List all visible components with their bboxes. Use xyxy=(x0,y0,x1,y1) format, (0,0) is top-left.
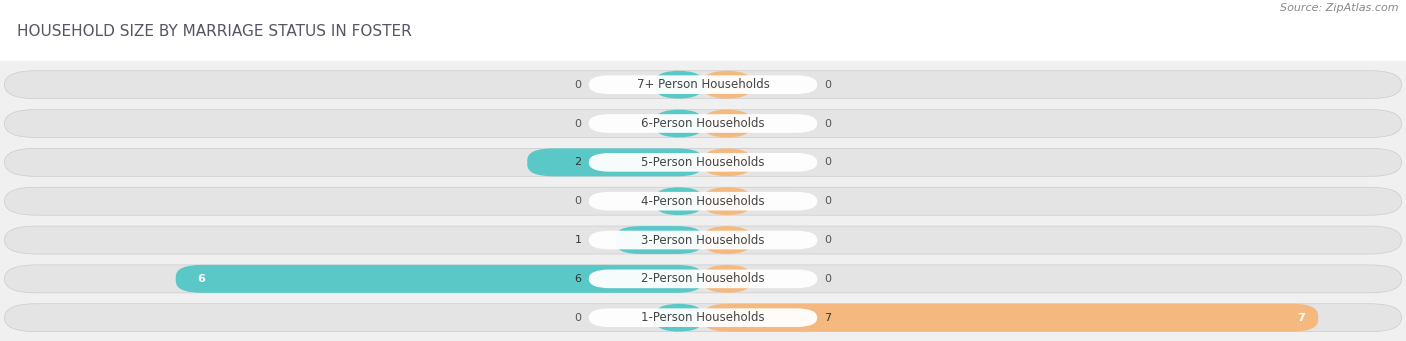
FancyBboxPatch shape xyxy=(703,71,751,99)
Text: 5-Person Households: 5-Person Households xyxy=(641,156,765,169)
FancyBboxPatch shape xyxy=(4,226,1402,254)
FancyBboxPatch shape xyxy=(655,304,703,332)
FancyBboxPatch shape xyxy=(589,75,817,94)
Text: 7: 7 xyxy=(1298,313,1305,323)
FancyBboxPatch shape xyxy=(589,153,817,172)
FancyBboxPatch shape xyxy=(4,109,1402,137)
FancyBboxPatch shape xyxy=(616,226,703,254)
FancyBboxPatch shape xyxy=(703,304,1319,332)
Text: 1: 1 xyxy=(575,235,582,245)
FancyBboxPatch shape xyxy=(527,148,703,176)
FancyBboxPatch shape xyxy=(703,109,751,137)
Text: 0: 0 xyxy=(575,119,582,129)
FancyBboxPatch shape xyxy=(4,187,1402,215)
Text: 3-Person Households: 3-Person Households xyxy=(641,234,765,247)
FancyBboxPatch shape xyxy=(589,308,817,327)
Text: 0: 0 xyxy=(575,313,582,323)
FancyBboxPatch shape xyxy=(703,148,751,176)
Text: 0: 0 xyxy=(575,80,582,90)
FancyBboxPatch shape xyxy=(703,265,751,293)
Text: HOUSEHOLD SIZE BY MARRIAGE STATUS IN FOSTER: HOUSEHOLD SIZE BY MARRIAGE STATUS IN FOS… xyxy=(17,24,412,39)
FancyBboxPatch shape xyxy=(589,114,817,133)
Text: 0: 0 xyxy=(824,119,831,129)
FancyBboxPatch shape xyxy=(4,71,1402,99)
FancyBboxPatch shape xyxy=(176,265,703,293)
Text: 6-Person Households: 6-Person Households xyxy=(641,117,765,130)
Text: 0: 0 xyxy=(824,196,831,206)
FancyBboxPatch shape xyxy=(4,304,1402,332)
FancyBboxPatch shape xyxy=(4,148,1402,176)
FancyBboxPatch shape xyxy=(703,187,751,215)
FancyBboxPatch shape xyxy=(589,269,817,288)
FancyBboxPatch shape xyxy=(589,192,817,210)
Text: 0: 0 xyxy=(824,80,831,90)
Text: 7: 7 xyxy=(824,313,831,323)
Text: 0: 0 xyxy=(824,235,831,245)
Text: 2-Person Households: 2-Person Households xyxy=(641,272,765,285)
FancyBboxPatch shape xyxy=(655,109,703,137)
Text: 2: 2 xyxy=(575,157,582,167)
Text: 4-Person Households: 4-Person Households xyxy=(641,195,765,208)
FancyBboxPatch shape xyxy=(655,71,703,99)
FancyBboxPatch shape xyxy=(589,231,817,249)
Text: 6: 6 xyxy=(198,274,205,284)
Text: 7+ Person Households: 7+ Person Households xyxy=(637,78,769,91)
Text: 1-Person Households: 1-Person Households xyxy=(641,311,765,324)
Text: 6: 6 xyxy=(575,274,582,284)
Text: Source: ZipAtlas.com: Source: ZipAtlas.com xyxy=(1281,3,1399,13)
FancyBboxPatch shape xyxy=(703,226,751,254)
Text: 0: 0 xyxy=(575,196,582,206)
FancyBboxPatch shape xyxy=(655,187,703,215)
FancyBboxPatch shape xyxy=(4,265,1402,293)
Text: 0: 0 xyxy=(824,157,831,167)
Text: 0: 0 xyxy=(824,274,831,284)
